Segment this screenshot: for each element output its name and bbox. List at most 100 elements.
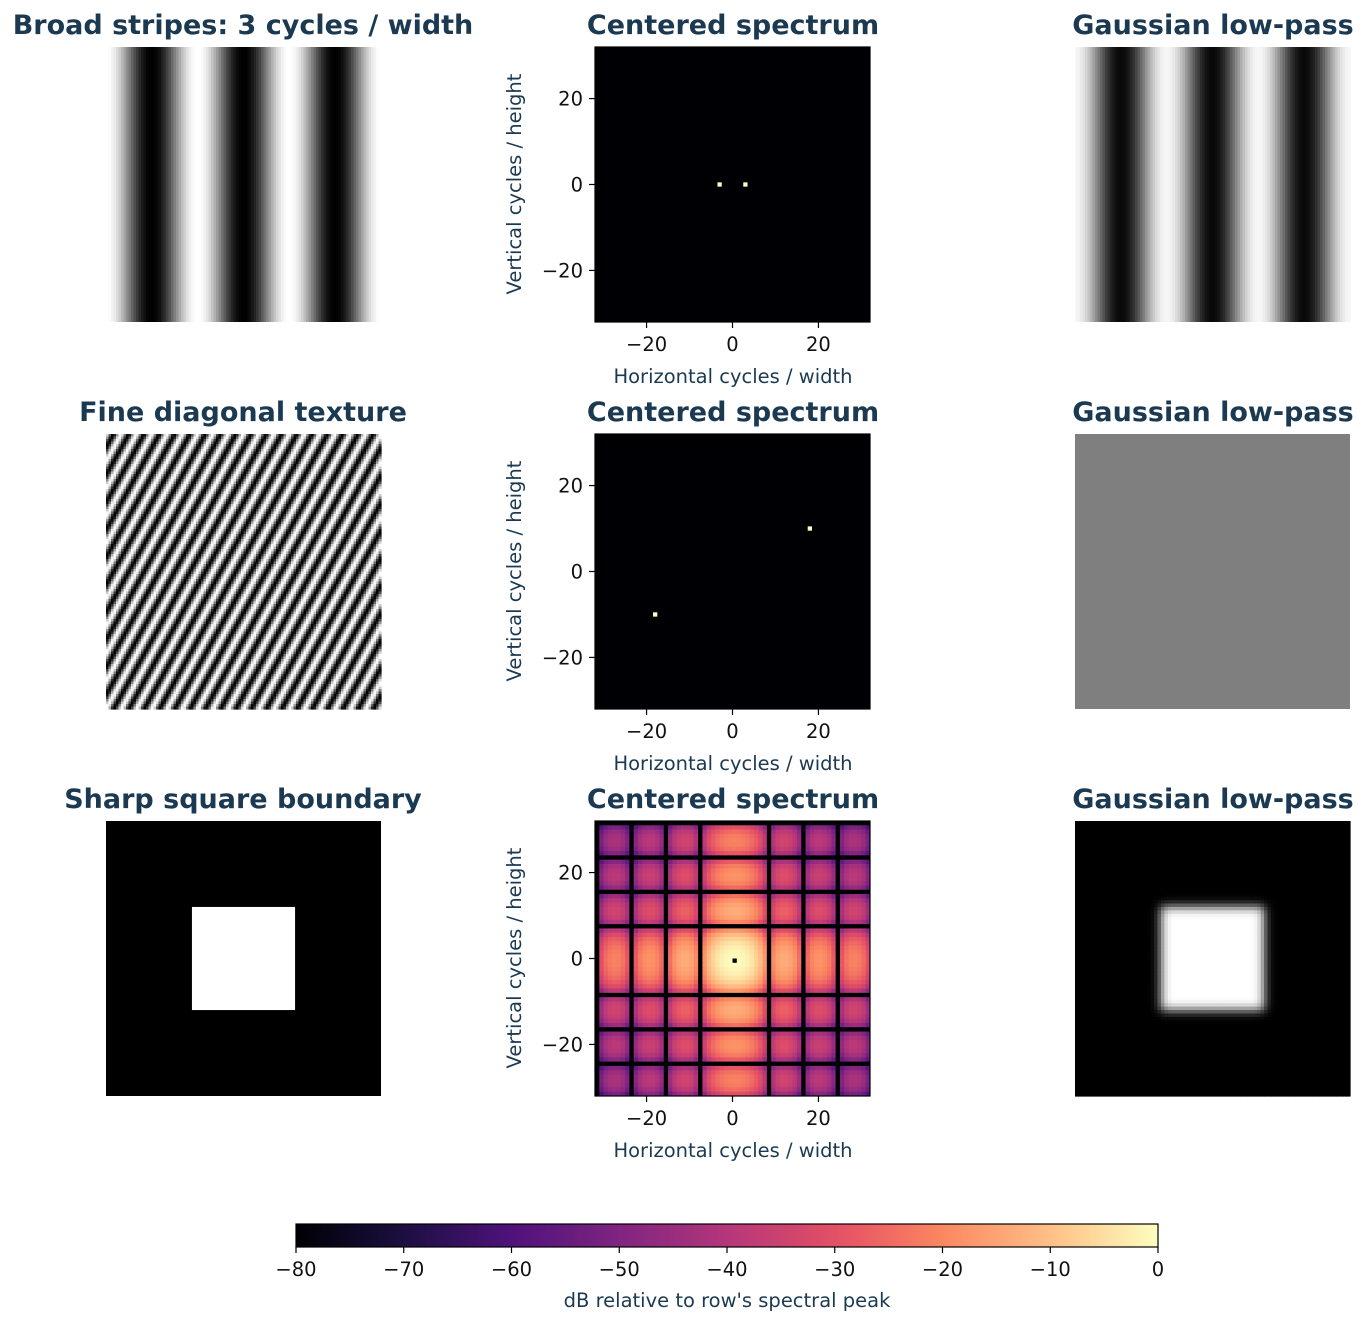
texture-cell — [128, 481, 132, 485]
texture-cell — [163, 471, 167, 475]
texture-cell — [378, 434, 382, 438]
texture-cell — [111, 461, 115, 465]
texture-cell — [271, 506, 275, 510]
texture-cell — [201, 526, 205, 530]
texture-cell — [118, 509, 122, 513]
texture-cell — [276, 464, 280, 468]
texture-cell — [131, 516, 135, 520]
texture-cell — [176, 501, 180, 505]
texture-cell — [193, 476, 197, 480]
texture-cell — [208, 531, 212, 535]
texture-cell — [333, 476, 337, 480]
texture-cell — [281, 459, 285, 463]
texture-cell — [228, 454, 232, 458]
texture-cell — [153, 519, 157, 523]
texture-cell — [233, 506, 237, 510]
texture-cell — [106, 479, 110, 483]
stripe-column — [163, 47, 167, 322]
texture-cell — [351, 504, 355, 508]
stripe-column — [248, 47, 252, 322]
texture-cell — [176, 471, 180, 475]
texture-cell — [188, 501, 192, 505]
texture-cell — [211, 521, 215, 525]
texture-cell — [226, 521, 230, 525]
texture-cell — [166, 486, 170, 490]
texture-cell — [356, 494, 360, 498]
texture-cell — [351, 436, 355, 440]
texture-cell — [173, 446, 177, 450]
texture-cell — [373, 461, 377, 465]
texture-cell — [358, 441, 362, 445]
texture-cell — [203, 459, 207, 463]
texture-cell — [256, 511, 260, 515]
texture-cell — [226, 449, 230, 453]
texture-cell — [233, 474, 237, 478]
texture-cell — [108, 519, 112, 523]
texture-cell — [111, 524, 115, 528]
texture-cell — [203, 439, 207, 443]
texture-cell — [296, 529, 300, 533]
texture-cell — [208, 504, 212, 508]
texture-cell — [111, 439, 115, 443]
texture-cell — [336, 526, 340, 530]
texture-cell — [106, 461, 110, 465]
texture-cell — [171, 519, 175, 523]
texture-cell — [253, 436, 257, 440]
texture-cell — [166, 466, 170, 470]
texture-cell — [238, 519, 242, 523]
texture-cell — [233, 434, 237, 438]
texture-cell — [158, 469, 162, 473]
stripe-column — [128, 47, 132, 322]
texture-cell — [108, 454, 112, 458]
texture-cell — [181, 481, 185, 485]
texture-cell — [356, 471, 360, 475]
texture-cell — [211, 471, 215, 475]
texture-cell — [258, 469, 262, 473]
texture-cell — [333, 534, 337, 538]
texture-cell — [341, 474, 345, 478]
stripe-column — [1080, 47, 1084, 322]
texture-cell — [333, 441, 337, 445]
texture-cell — [251, 469, 255, 473]
texture-cell — [233, 471, 237, 475]
texture-cell — [203, 489, 207, 493]
texture-cell — [246, 496, 250, 500]
texture-cell — [201, 534, 205, 538]
texture-cell — [106, 456, 110, 460]
texture-cell — [118, 439, 122, 443]
texture-cell — [236, 531, 240, 535]
texture-cell — [338, 441, 342, 445]
texture-cell — [206, 514, 210, 518]
texture-cell — [158, 466, 162, 470]
texture-cell — [258, 521, 262, 525]
texture-cell — [373, 451, 377, 455]
texture-cell — [196, 461, 200, 465]
texture-cell — [223, 494, 227, 498]
texture-cell — [156, 526, 160, 530]
texture-cell — [306, 504, 310, 508]
texture-cell — [313, 461, 317, 465]
texture-cell — [161, 526, 165, 530]
texture-cell — [263, 439, 267, 443]
texture-cell — [241, 466, 245, 470]
texture-cell — [358, 526, 362, 530]
texture-cell — [313, 476, 317, 480]
texture-cell — [178, 466, 182, 470]
texture-cell — [303, 479, 307, 483]
texture-cell — [136, 511, 140, 515]
texture-cell — [203, 464, 207, 468]
texture-cell — [333, 439, 337, 443]
texture-cell — [271, 459, 275, 463]
texture-cell — [361, 454, 365, 458]
stripe-column — [143, 47, 147, 322]
texture-cell — [318, 436, 322, 440]
texture-cell — [378, 466, 382, 470]
texture-cell — [198, 436, 202, 440]
texture-cell — [263, 501, 267, 505]
texture-cell — [123, 456, 127, 460]
stripe-column — [318, 47, 322, 322]
texture-cell — [128, 451, 132, 455]
texture-cell — [131, 434, 135, 438]
texture-cell — [303, 456, 307, 460]
texture-cell — [268, 521, 272, 525]
